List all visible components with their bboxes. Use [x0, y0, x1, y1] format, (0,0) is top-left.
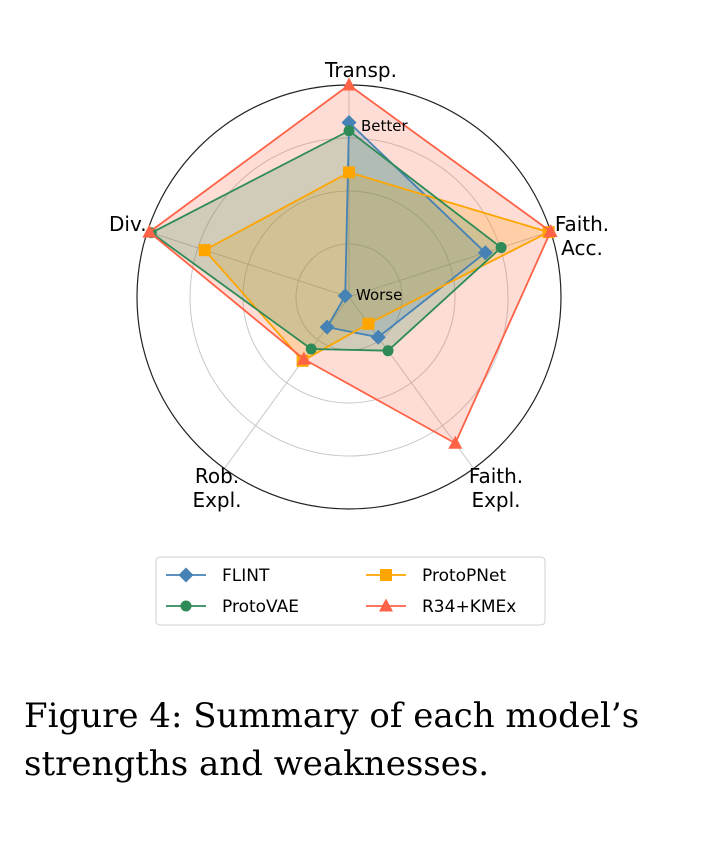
series-area-2 — [204, 172, 549, 361]
spoke-5 — [147, 231, 350, 298]
radar-series — [142, 77, 558, 449]
series-2-point-1 — [343, 166, 355, 179]
axis-label-3-line-2: Expl. — [471, 488, 520, 512]
axis-label-5-line-1: Div. — [109, 212, 147, 236]
legend-label-3: ProtoVAE — [222, 597, 299, 617]
legend-entry-2: ProtoPNet — [366, 566, 506, 586]
figure-caption: Figure 4: Summary of each model’s streng… — [24, 696, 640, 784]
series-line — [148, 84, 552, 445]
axis-label-4-line-2: Expl. — [192, 488, 241, 512]
series-2-point-3 — [362, 317, 375, 330]
legend: FLINT ProtoPNet ProtoVAE R34+KMEx — [155, 556, 546, 626]
series-1-point-5 — [337, 288, 353, 304]
radar-chart: Transp.Faith.Acc.Faith.Expl.Rob.Expl.Div… — [109, 58, 609, 626]
series-4 — [142, 77, 558, 449]
series-3-point-1 — [343, 125, 355, 137]
series-3-point-3 — [382, 345, 394, 357]
annotation-better: Better — [361, 117, 409, 135]
legend-label-4: R34+KMEx — [422, 597, 516, 617]
legend-marker-4 — [379, 598, 393, 612]
series-3-point-2 — [495, 242, 507, 254]
series-line — [150, 129, 503, 352]
axis-label-3-line-1: Faith. — [469, 464, 523, 488]
annotation-worse: Worse — [356, 286, 402, 304]
series-1-point-2 — [477, 245, 493, 261]
series-4-point-4 — [296, 351, 311, 365]
series-3-point-4 — [305, 343, 317, 355]
legend-label-2: ProtoPNet — [422, 566, 506, 586]
legend-marker-1 — [178, 567, 194, 583]
axis-label-4-line-1: Rob. — [195, 464, 239, 488]
legend-entry-3: ProtoVAE — [166, 597, 299, 617]
axis-label-2-line-2: Acc. — [561, 236, 603, 260]
axis-label-2-line-1: Faith. — [555, 212, 609, 236]
series-1-point-1 — [341, 114, 357, 130]
series-4-point-2 — [543, 223, 558, 237]
series-line — [203, 171, 550, 362]
legend-label-1: FLINT — [222, 566, 270, 586]
series-4-point-5 — [142, 224, 157, 238]
series-area-4 — [149, 85, 551, 444]
series-1-point-4 — [319, 319, 335, 335]
axis-label-1-line-1: Transp. — [324, 58, 397, 82]
series-3 — [145, 125, 507, 357]
series-4-point-1 — [342, 77, 356, 91]
axis-labels: Transp.Faith.Acc.Faith.Expl.Rob.Expl.Div… — [109, 58, 609, 512]
series-4-point-3 — [448, 435, 463, 449]
legend-frame — [155, 556, 546, 626]
series-1-point-3 — [370, 329, 386, 345]
series-2-point-5 — [198, 244, 211, 257]
legend-marker-2 — [380, 569, 392, 581]
legend-entry-1: FLINT — [166, 566, 270, 586]
legend-marker-3 — [180, 600, 192, 612]
spoke-2 — [348, 231, 551, 298]
legend-entry-4: R34+KMEx — [366, 597, 516, 617]
